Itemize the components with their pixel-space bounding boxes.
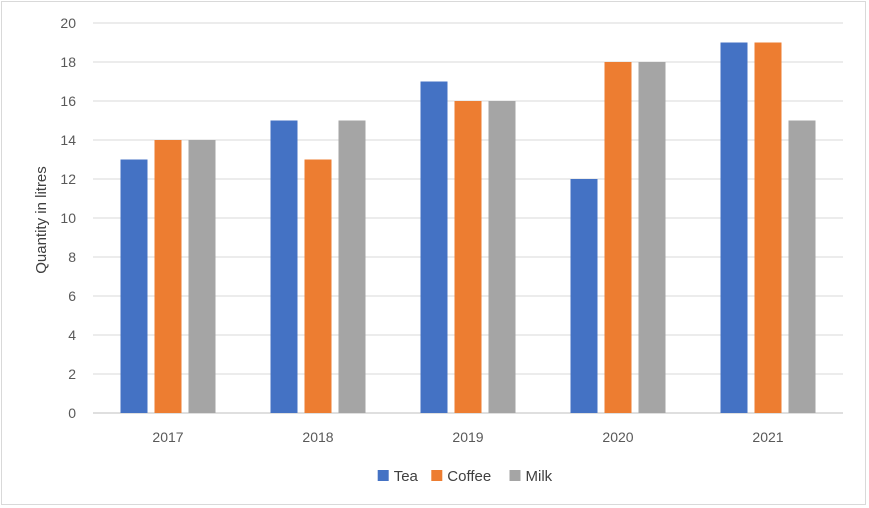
bar-milk-2020 <box>638 62 666 413</box>
bar-milk-2017 <box>188 140 216 413</box>
bar-milk-2018 <box>338 120 366 413</box>
y-tick-label: 4 <box>68 327 76 343</box>
legend: Tea Coffee Milk <box>377 468 553 485</box>
x-tick-label: 2020 <box>602 429 633 445</box>
y-tick-label: 10 <box>60 210 76 226</box>
x-axis-ticks: 2017 2018 2019 2020 2021 <box>152 429 783 445</box>
x-tick-label: 2019 <box>452 429 483 445</box>
y-axis-ticks: 0 2 4 6 8 10 12 14 16 18 20 <box>60 15 76 421</box>
bar-coffee-2018 <box>304 159 332 413</box>
y-tick-label: 6 <box>68 288 76 304</box>
bar-coffee-2020 <box>604 62 632 413</box>
y-tick-label: 0 <box>68 405 76 421</box>
bar-milk-2019 <box>488 101 516 413</box>
legend-swatch-coffee <box>431 470 443 481</box>
y-tick-label: 18 <box>60 54 76 70</box>
y-tick-label: 8 <box>68 249 76 265</box>
legend-label-tea: Tea <box>394 468 419 485</box>
legend-label-milk: Milk <box>526 468 553 485</box>
legend-swatch-tea <box>377 470 389 481</box>
y-tick-label: 2 <box>68 366 76 382</box>
bar-coffee-2019 <box>454 101 482 413</box>
x-tick-label: 2021 <box>752 429 783 445</box>
x-tick-label: 2018 <box>302 429 333 445</box>
bar-milk-2021 <box>788 120 816 413</box>
bar-tea-2017 <box>120 159 148 413</box>
y-tick-label: 14 <box>60 132 76 148</box>
legend-label-coffee: Coffee <box>447 468 491 485</box>
bar-tea-2018 <box>270 120 298 413</box>
y-tick-label: 16 <box>60 93 76 109</box>
bar-tea-2019 <box>420 81 448 413</box>
legend-swatch-milk <box>509 470 521 481</box>
bar-tea-2020 <box>570 179 598 413</box>
y-tick-label: 12 <box>60 171 76 187</box>
bars <box>120 42 816 413</box>
y-axis-label: Quantity in litres <box>33 166 50 274</box>
bar-coffee-2021 <box>754 42 782 413</box>
bar-coffee-2017 <box>154 140 182 413</box>
y-tick-label: 20 <box>60 15 76 31</box>
bar-tea-2021 <box>720 42 748 413</box>
x-tick-label: 2017 <box>152 429 183 445</box>
